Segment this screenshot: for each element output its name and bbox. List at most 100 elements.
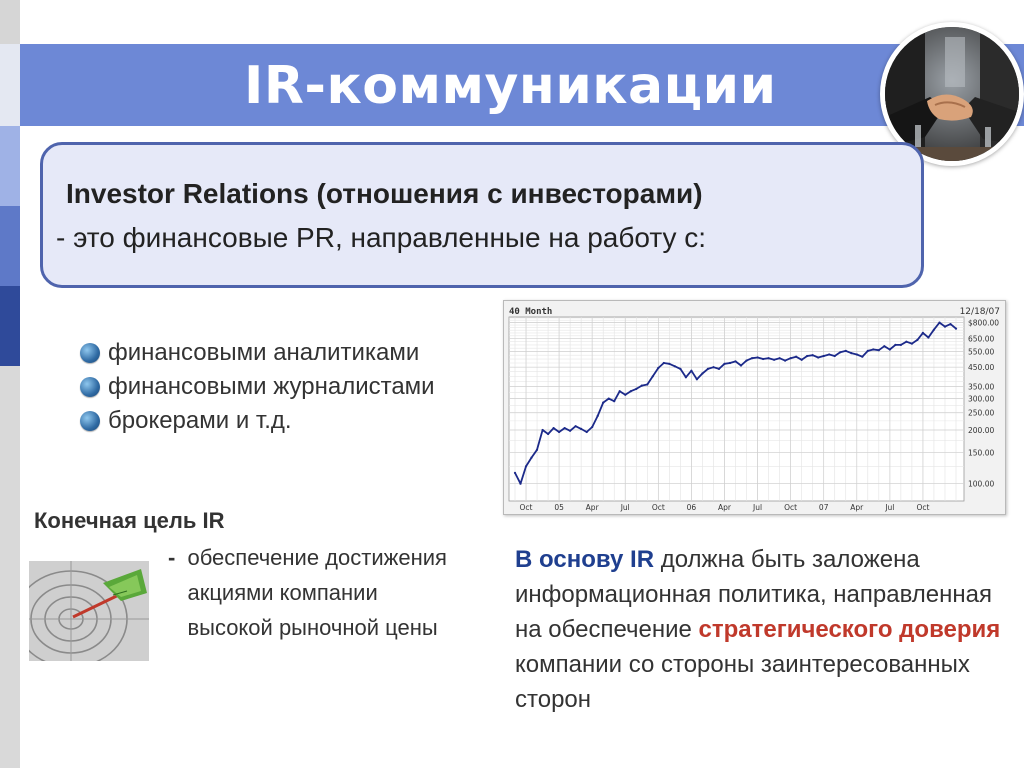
price-point (602, 401, 605, 404)
price-point (800, 358, 803, 361)
price-point (938, 321, 941, 324)
stock-chart: 40 Month 12/18/07 $800.00 650.00 550.00 450… (503, 300, 1006, 515)
price-point (756, 356, 759, 359)
price-point (574, 425, 577, 428)
price-point (767, 357, 770, 360)
price-point (905, 340, 908, 343)
definition-text: - это финансовые PR, направленные на раб… (56, 222, 707, 253)
y-tick-label: 150.00 (968, 448, 994, 457)
price-point (591, 425, 594, 429)
price-point (547, 432, 550, 436)
price-point (844, 349, 847, 352)
price-point (541, 428, 544, 432)
price-point (750, 357, 754, 360)
price-point (888, 348, 891, 351)
price-point (877, 349, 880, 352)
y-tick-label: 350.00 (968, 383, 994, 392)
price-point (899, 343, 902, 346)
price-point (646, 383, 649, 386)
ir-basis-paragraph: В основу IR должна быть заложена информа… (515, 542, 1015, 717)
goal-description: обеспечение достижения акциями компании … (187, 545, 447, 640)
slide-title: IR-коммуникации (244, 56, 777, 116)
price-point (943, 325, 947, 328)
price-point (855, 353, 858, 356)
price-point (613, 400, 616, 403)
bullet-icon (80, 377, 100, 397)
price-point (607, 397, 610, 400)
price-point (806, 354, 809, 358)
y-tick-label: 200.00 (968, 426, 994, 435)
price-point (789, 357, 792, 360)
price-point (585, 430, 588, 434)
chart-title: 40 Month (509, 307, 552, 317)
x-tick-label: 07 (819, 503, 829, 512)
left-accent-bars (0, 0, 20, 768)
list-item-label: финансовыми аналитиками (108, 339, 420, 366)
price-point (927, 336, 930, 339)
price-point (569, 429, 572, 432)
definition-box (40, 142, 924, 288)
price-point (850, 352, 853, 355)
price-point (894, 343, 897, 346)
price-point (673, 365, 676, 368)
price-point (513, 471, 517, 474)
x-tick-label: 05 (554, 503, 564, 512)
price-point (640, 384, 643, 387)
price-point (519, 482, 522, 485)
x-tick-label: Oct (520, 503, 533, 512)
stock-chart-svg: 40 Month 12/18/07 $800.00 650.00 550.00 450… (508, 307, 1000, 512)
price-point (773, 358, 776, 361)
price-point (530, 456, 533, 459)
price-point (910, 342, 913, 345)
price-point (624, 393, 627, 396)
price-point (866, 349, 869, 352)
price-point (717, 367, 721, 370)
bullet-icon (80, 343, 100, 363)
y-tick-label: $800.00 (968, 319, 999, 328)
price-point (618, 390, 621, 393)
price-point (916, 338, 919, 341)
price-point (524, 465, 528, 468)
price-point (558, 430, 561, 434)
list-item-label: финансовыми журналистами (108, 373, 435, 400)
price-point (629, 390, 632, 393)
price-point (828, 353, 831, 356)
price-point (723, 362, 726, 365)
price-point (921, 331, 924, 334)
price-point (932, 328, 935, 331)
price-point (839, 351, 842, 354)
price-point (690, 369, 693, 372)
price-point (706, 367, 709, 370)
goal-text: - обеспечение достижения акциями компани… (168, 540, 467, 645)
basis-lead: В основу IR (515, 546, 655, 573)
y-tick-label: 650.00 (968, 335, 994, 344)
price-point (668, 362, 671, 365)
y-tick-label: 300.00 (968, 395, 994, 404)
x-tick-label: Apr (586, 503, 600, 512)
goal-title: Конечная цель IR (34, 508, 225, 533)
x-tick-label: 06 (687, 503, 697, 512)
y-tick-label: 550.00 (968, 348, 994, 357)
price-point (651, 375, 654, 378)
price-point (728, 361, 732, 365)
price-point (695, 378, 698, 381)
price-point (635, 387, 638, 390)
price-point (712, 366, 715, 369)
price-point (778, 357, 781, 360)
y-tick-label: 450.00 (968, 363, 994, 372)
price-point (811, 354, 814, 357)
x-tick-label: Oct (784, 503, 797, 512)
price-point (949, 323, 952, 326)
price-point (734, 360, 737, 363)
list-item-label: брокерами и т.д. (108, 407, 292, 434)
price-point (795, 355, 798, 358)
price-point (552, 427, 555, 430)
bullet-icon (80, 411, 100, 431)
y-tick-label: 250.00 (968, 409, 994, 418)
x-tick-label: Apr (850, 503, 864, 512)
price-point (822, 354, 825, 358)
basis-text-1: должна быть заложена информационная поли… (515, 546, 992, 643)
price-point (833, 354, 836, 358)
price-point (684, 376, 687, 379)
title-band (20, 44, 1024, 126)
